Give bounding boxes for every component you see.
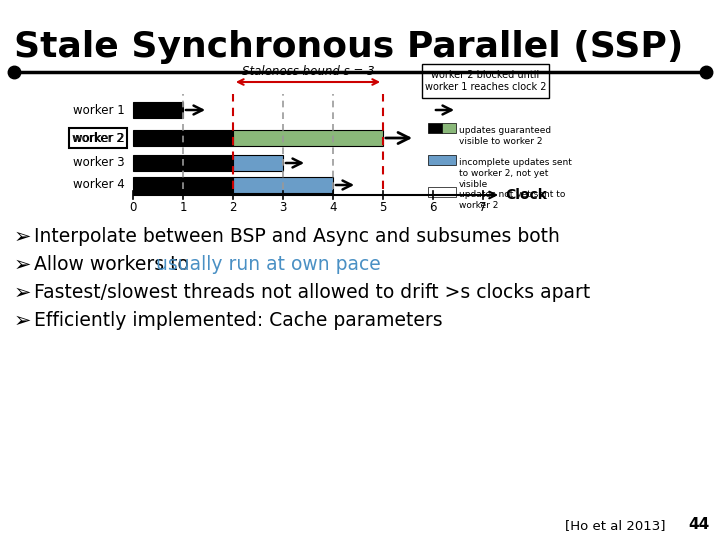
Text: ➢: ➢	[14, 255, 32, 275]
Text: Staleness bound s = 3: Staleness bound s = 3	[242, 65, 374, 78]
Text: Interpolate between BSP and Async and subsumes both: Interpolate between BSP and Async and su…	[34, 227, 560, 246]
Bar	[428, 187, 456, 197]
Bar	[233, 177, 333, 193]
Text: ➢: ➢	[14, 311, 32, 331]
Text: Fastest/slowest threads not allowed to drift >s clocks apart: Fastest/slowest threads not allowed to d…	[34, 283, 590, 302]
Text: 5: 5	[379, 201, 387, 214]
Text: updates not yet sent to
worker 2: updates not yet sent to worker 2	[459, 190, 565, 210]
Text: worker 3: worker 3	[73, 157, 125, 170]
Text: 0: 0	[130, 201, 137, 214]
Text: Stale Synchronous Parallel (SSP): Stale Synchronous Parallel (SSP)	[14, 30, 683, 64]
Bar	[133, 155, 233, 171]
Text: incomplete updates sent
to worker 2, not yet
visible: incomplete updates sent to worker 2, not…	[459, 158, 572, 189]
Text: worker 2: worker 2	[72, 132, 124, 145]
Bar	[233, 130, 383, 146]
Bar	[428, 155, 456, 165]
Text: 3: 3	[279, 201, 287, 214]
Text: worker 1: worker 1	[73, 104, 125, 117]
Text: 44: 44	[689, 517, 710, 532]
Text: 1: 1	[179, 201, 186, 214]
Text: 2: 2	[229, 201, 237, 214]
FancyBboxPatch shape	[422, 64, 549, 98]
Text: worker 2: worker 2	[73, 132, 125, 145]
Text: [Ho et al 2013]: [Ho et al 2013]	[565, 519, 665, 532]
Bar	[428, 123, 442, 133]
Text: worker 2 blocked until
worker 1 reaches clock 2: worker 2 blocked until worker 1 reaches …	[425, 70, 546, 92]
Bar	[133, 102, 183, 118]
Text: 4: 4	[329, 201, 337, 214]
Text: 6: 6	[429, 201, 437, 214]
Text: Efficiently implemented: Cache parameters: Efficiently implemented: Cache parameter…	[34, 311, 443, 330]
Text: ➢: ➢	[14, 227, 32, 247]
Bar	[133, 130, 233, 146]
Text: Allow workers to: Allow workers to	[34, 255, 195, 274]
Bar	[442, 123, 456, 133]
Bar	[233, 155, 283, 171]
Text: updates guaranteed
visible to worker 2: updates guaranteed visible to worker 2	[459, 126, 551, 146]
Bar	[133, 177, 233, 193]
Text: usually run at own pace: usually run at own pace	[156, 255, 381, 274]
Text: worker 4: worker 4	[73, 179, 125, 192]
Text: ➢: ➢	[14, 283, 32, 303]
Text: Clock: Clock	[505, 188, 547, 202]
Text: 7: 7	[480, 201, 487, 214]
FancyBboxPatch shape	[69, 128, 127, 148]
